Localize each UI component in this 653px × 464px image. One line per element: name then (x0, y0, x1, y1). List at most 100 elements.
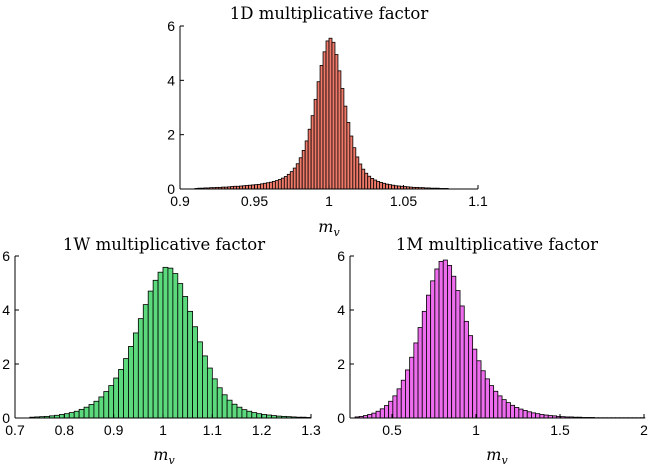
x-tick-label: 0.7 (5, 422, 25, 438)
histogram-bar (98, 396, 105, 419)
x-tick-label: 1.1 (203, 422, 223, 438)
histogram-bar (298, 157, 303, 190)
histogram-bar (83, 406, 90, 419)
histogram-bar (246, 410, 253, 419)
histogram-bar (391, 184, 395, 190)
histogram-bar (447, 265, 453, 419)
x-tick-label: 1.3 (301, 422, 321, 438)
histogram-bar (192, 326, 198, 419)
bars-1w (29, 266, 312, 419)
histogram-bar (476, 360, 482, 419)
histogram-bar (295, 163, 300, 190)
y-tick-label: 6 (2, 248, 10, 264)
histogram-bar (340, 88, 345, 190)
histogram-bar (313, 98, 318, 190)
histogram-bar (142, 304, 149, 419)
histogram-bar (322, 51, 327, 190)
histogram-bar (307, 128, 312, 190)
y-tick-label: 0 (2, 410, 10, 426)
axes-1m: 0.5 1 1.5 2 0 2 4 6 (337, 248, 648, 438)
chart-title: 1D multiplicative factor (230, 4, 429, 23)
histogram-bar (73, 410, 80, 419)
x-tick-label: 1.05 (390, 193, 417, 209)
histogram-bar (152, 279, 159, 419)
histogram-bar (392, 395, 398, 419)
histogram-bar (182, 296, 189, 419)
histogram-bar (221, 394, 228, 419)
histogram-bar (370, 178, 375, 190)
histogram-bar (118, 368, 124, 419)
histogram-bar (211, 378, 218, 419)
histogram-bar (455, 290, 461, 419)
histogram-bar (371, 412, 377, 419)
histogram-bar (396, 388, 402, 419)
histogram-bar (292, 167, 297, 190)
histogram-bar (358, 163, 363, 190)
histogram-bar (376, 180, 381, 190)
histogram-bar (514, 407, 520, 419)
histogram-bar (518, 408, 524, 419)
bars-1d (194, 37, 449, 190)
histogram-bar (413, 342, 419, 419)
histogram-bar (438, 260, 444, 419)
histogram-bar (261, 414, 268, 419)
histogram-bar (388, 184, 392, 190)
histogram-bar (319, 64, 324, 190)
histogram-bar (468, 335, 474, 419)
histogram-bar (361, 168, 366, 190)
histogram-bar (505, 402, 511, 419)
histogram-bar (172, 273, 179, 419)
x-tick-label: 0.8 (55, 422, 75, 438)
histogram-bar (459, 305, 465, 419)
histogram-bar (421, 310, 427, 419)
y-tick-label: 6 (337, 248, 345, 264)
histogram-bar (484, 378, 490, 419)
histogram-bar (103, 391, 110, 419)
histogram-bar (367, 175, 372, 190)
histogram-bar (113, 377, 119, 419)
histogram-bar (257, 183, 261, 190)
y-tick-label: 0 (337, 410, 345, 426)
x-axis-label: mv (153, 445, 175, 464)
histogram-bar (451, 275, 457, 419)
x-axis-label: mv (486, 445, 508, 464)
histogram-bar (472, 348, 478, 419)
histogram-bar (59, 414, 65, 419)
histogram-bar (526, 411, 532, 419)
histogram-bar (331, 41, 336, 190)
histogram-bar (256, 413, 263, 419)
histogram-bar (187, 310, 193, 419)
histogram-bar (531, 412, 537, 419)
histogram-bar (497, 395, 503, 419)
histogram-bar (430, 280, 436, 419)
x-tick-label: 0.95 (241, 193, 268, 209)
histogram-bar (400, 379, 406, 419)
histogram-bar (301, 150, 306, 190)
histogram-bar (216, 387, 223, 419)
chart-title: 1W multiplicative factor (63, 235, 265, 254)
y-tick-label: 4 (337, 302, 345, 318)
histogram-bar (206, 367, 213, 419)
histogram-bar (274, 180, 279, 190)
histogram-bar (379, 408, 385, 419)
histogram-bar (93, 400, 100, 419)
y-tick-label: 4 (2, 302, 10, 318)
histogram-bar (197, 341, 203, 419)
histogram-bar (236, 406, 243, 419)
histogram-bar (280, 177, 285, 190)
histogram-bar (352, 147, 357, 190)
histogram-bar (417, 327, 423, 419)
histogram-bar (367, 414, 373, 419)
x-tick-label: 0.9 (104, 422, 124, 438)
histogram-bar (137, 318, 144, 419)
histogram-bar (241, 409, 248, 419)
histogram-bar (328, 37, 333, 190)
chart-title: 1M multiplicative factor (396, 235, 598, 254)
histogram-bar (375, 410, 381, 419)
histogram-bar (434, 268, 440, 419)
histogram-bar (426, 294, 432, 419)
histogram-bar (384, 405, 390, 419)
histogram-bar (128, 346, 134, 419)
y-tick-label: 0 (167, 181, 175, 197)
